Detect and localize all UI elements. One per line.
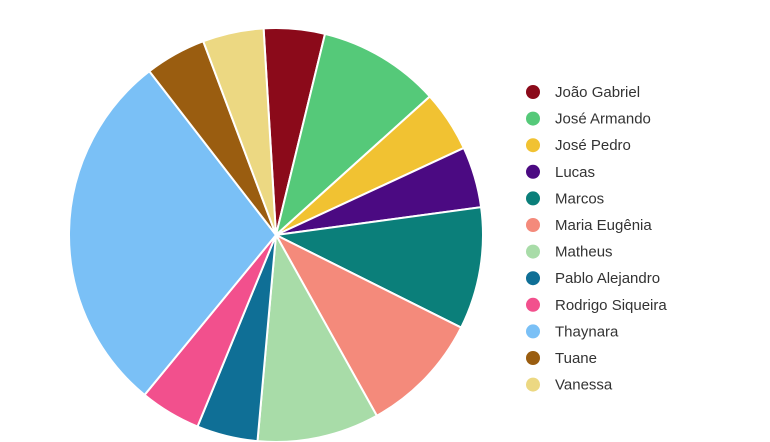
legend-marker: [526, 111, 540, 126]
legend-label: Rodrigo Siqueira: [555, 297, 667, 314]
legend-label: Tuane: [555, 350, 597, 367]
legend-marker: [526, 351, 540, 365]
legend-item-rodrigo-siqueira[interactable]: Rodrigo Siqueira: [526, 297, 667, 314]
legend-item-matheus[interactable]: Matheus: [526, 244, 613, 261]
legend-marker: [526, 297, 540, 312]
legend-label: Maria Eugênia: [555, 217, 652, 234]
legend-item-thaynara[interactable]: Thaynara: [526, 323, 619, 340]
pie-slice-marcos[interactable]: [272, 206, 484, 329]
pie-slice-jose-armando[interactable]: [274, 32, 432, 238]
legend-item-maria-eugenia[interactable]: Maria Eugênia: [526, 217, 652, 234]
legend-label: Marcos: [555, 190, 604, 207]
legend-item-marcos[interactable]: Marcos: [526, 190, 604, 207]
legend: João Gabriel José Armando José Pedro Lucas M…: [526, 84, 667, 394]
legend-marker: [526, 85, 540, 99]
legend-item-lucas[interactable]: Lucas: [526, 164, 595, 181]
legend-marker: [526, 324, 540, 339]
legend-item-jose-pedro[interactable]: José Pedro: [526, 137, 631, 154]
legend-item-pablo-alejandro[interactable]: Pablo Alejandro: [526, 270, 660, 287]
legend-marker: [526, 377, 540, 392]
legend-label: João Gabriel: [555, 84, 640, 101]
legend-label: José Pedro: [555, 137, 631, 154]
legend-marker: [526, 164, 540, 179]
legend-marker: [526, 271, 540, 286]
legend-marker: [526, 218, 540, 232]
legend-label: Thaynara: [555, 323, 619, 340]
legend-item-joao-gabriel[interactable]: João Gabriel: [526, 84, 640, 101]
legend-marker: [526, 244, 540, 259]
legend-label: Matheus: [555, 244, 613, 261]
legend-marker: [526, 138, 540, 153]
legend-label: Pablo Alejandro: [555, 270, 660, 287]
legend-label: Lucas: [555, 164, 595, 181]
pie-slice-thaynara[interactable]: [68, 69, 278, 397]
legend-item-tuane[interactable]: Tuane: [526, 350, 597, 367]
legend-marker: [526, 191, 540, 206]
pie-slices: [68, 27, 484, 442]
legend-label: José Armando: [555, 111, 651, 128]
legend-item-jose-armando[interactable]: José Armando: [526, 111, 651, 128]
legend-item-vanessa[interactable]: Vanessa: [526, 377, 613, 394]
pie-slice-maria-eugenia[interactable]: [273, 232, 463, 418]
pie-slice-vanessa[interactable]: [201, 27, 277, 236]
legend-label: Vanessa: [555, 377, 613, 394]
